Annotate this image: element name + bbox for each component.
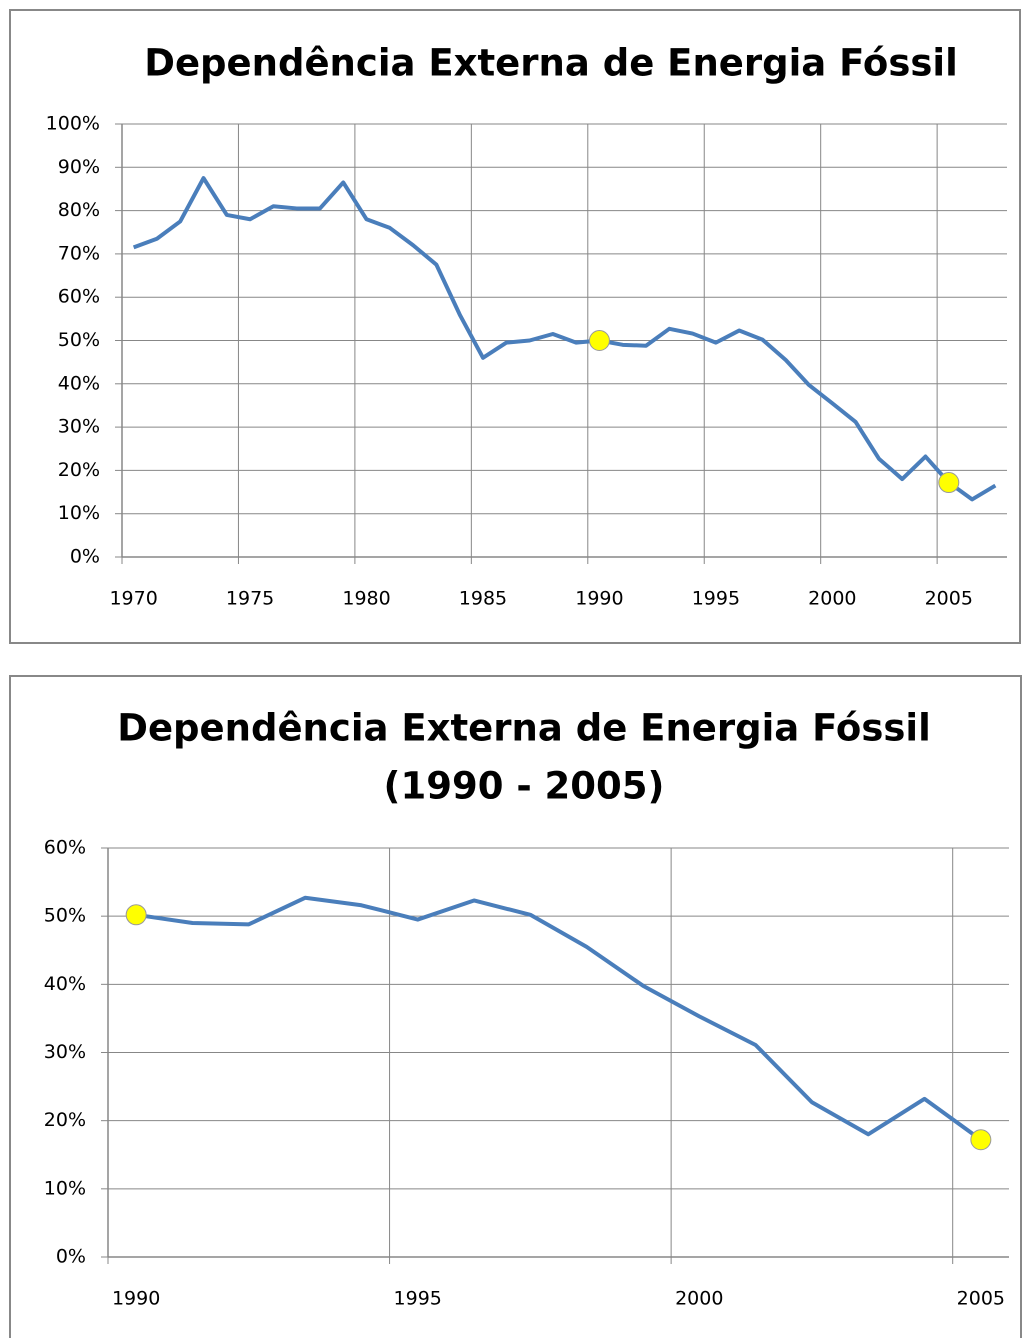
y-tick-label: 50% xyxy=(44,905,86,927)
x-tick-label: 1995 xyxy=(692,588,740,610)
y-tick-label: 20% xyxy=(58,459,100,481)
y-tick-label: 80% xyxy=(58,199,100,221)
chart-title: Dependência Externa de Energia Fóssil xyxy=(117,707,931,750)
x-tick-label: 1970 xyxy=(109,588,157,610)
x-tick-label: 2005 xyxy=(925,588,973,610)
y-tick-label: 60% xyxy=(44,837,86,859)
x-tick-label: 1985 xyxy=(459,588,507,610)
y-tick-label: 10% xyxy=(44,1177,86,1199)
highlight-point xyxy=(938,472,960,494)
x-tick-label: 1975 xyxy=(226,588,274,610)
x-tick-label: 2005 xyxy=(957,1288,1005,1310)
y-tick-label: 90% xyxy=(58,156,100,178)
chart-frame xyxy=(9,9,1021,644)
highlight-point xyxy=(970,1129,992,1151)
x-tick-label: 2000 xyxy=(808,588,856,610)
chart-frame xyxy=(9,675,1022,1338)
x-tick-label: 1990 xyxy=(112,1288,160,1310)
y-tick-label: 30% xyxy=(58,416,100,438)
x-tick-label: 1980 xyxy=(342,588,390,610)
y-tick-label: 40% xyxy=(44,973,86,995)
x-tick-label: 1995 xyxy=(394,1288,442,1310)
y-tick-label: 20% xyxy=(44,1109,86,1131)
y-tick-label: 60% xyxy=(58,286,100,308)
y-tick-label: 100% xyxy=(46,113,100,135)
y-tick-label: 30% xyxy=(44,1041,86,1063)
y-tick-label: 70% xyxy=(58,242,100,264)
chart-title: Dependência Externa de Energia Fóssil xyxy=(144,42,958,85)
x-tick-label: 2000 xyxy=(675,1288,723,1310)
y-tick-label: 40% xyxy=(58,372,100,394)
highlight-point xyxy=(588,330,610,351)
y-tick-label: 10% xyxy=(58,502,100,524)
x-tick-label: 1990 xyxy=(575,588,623,610)
chart-subtitle: (1990 - 2005) xyxy=(384,765,665,808)
y-tick-label: 0% xyxy=(56,1246,86,1268)
data-line xyxy=(132,176,997,502)
highlight-point xyxy=(125,904,147,926)
y-tick-label: 50% xyxy=(58,329,100,351)
y-tick-label: 0% xyxy=(70,546,100,568)
data-line xyxy=(135,895,983,1142)
